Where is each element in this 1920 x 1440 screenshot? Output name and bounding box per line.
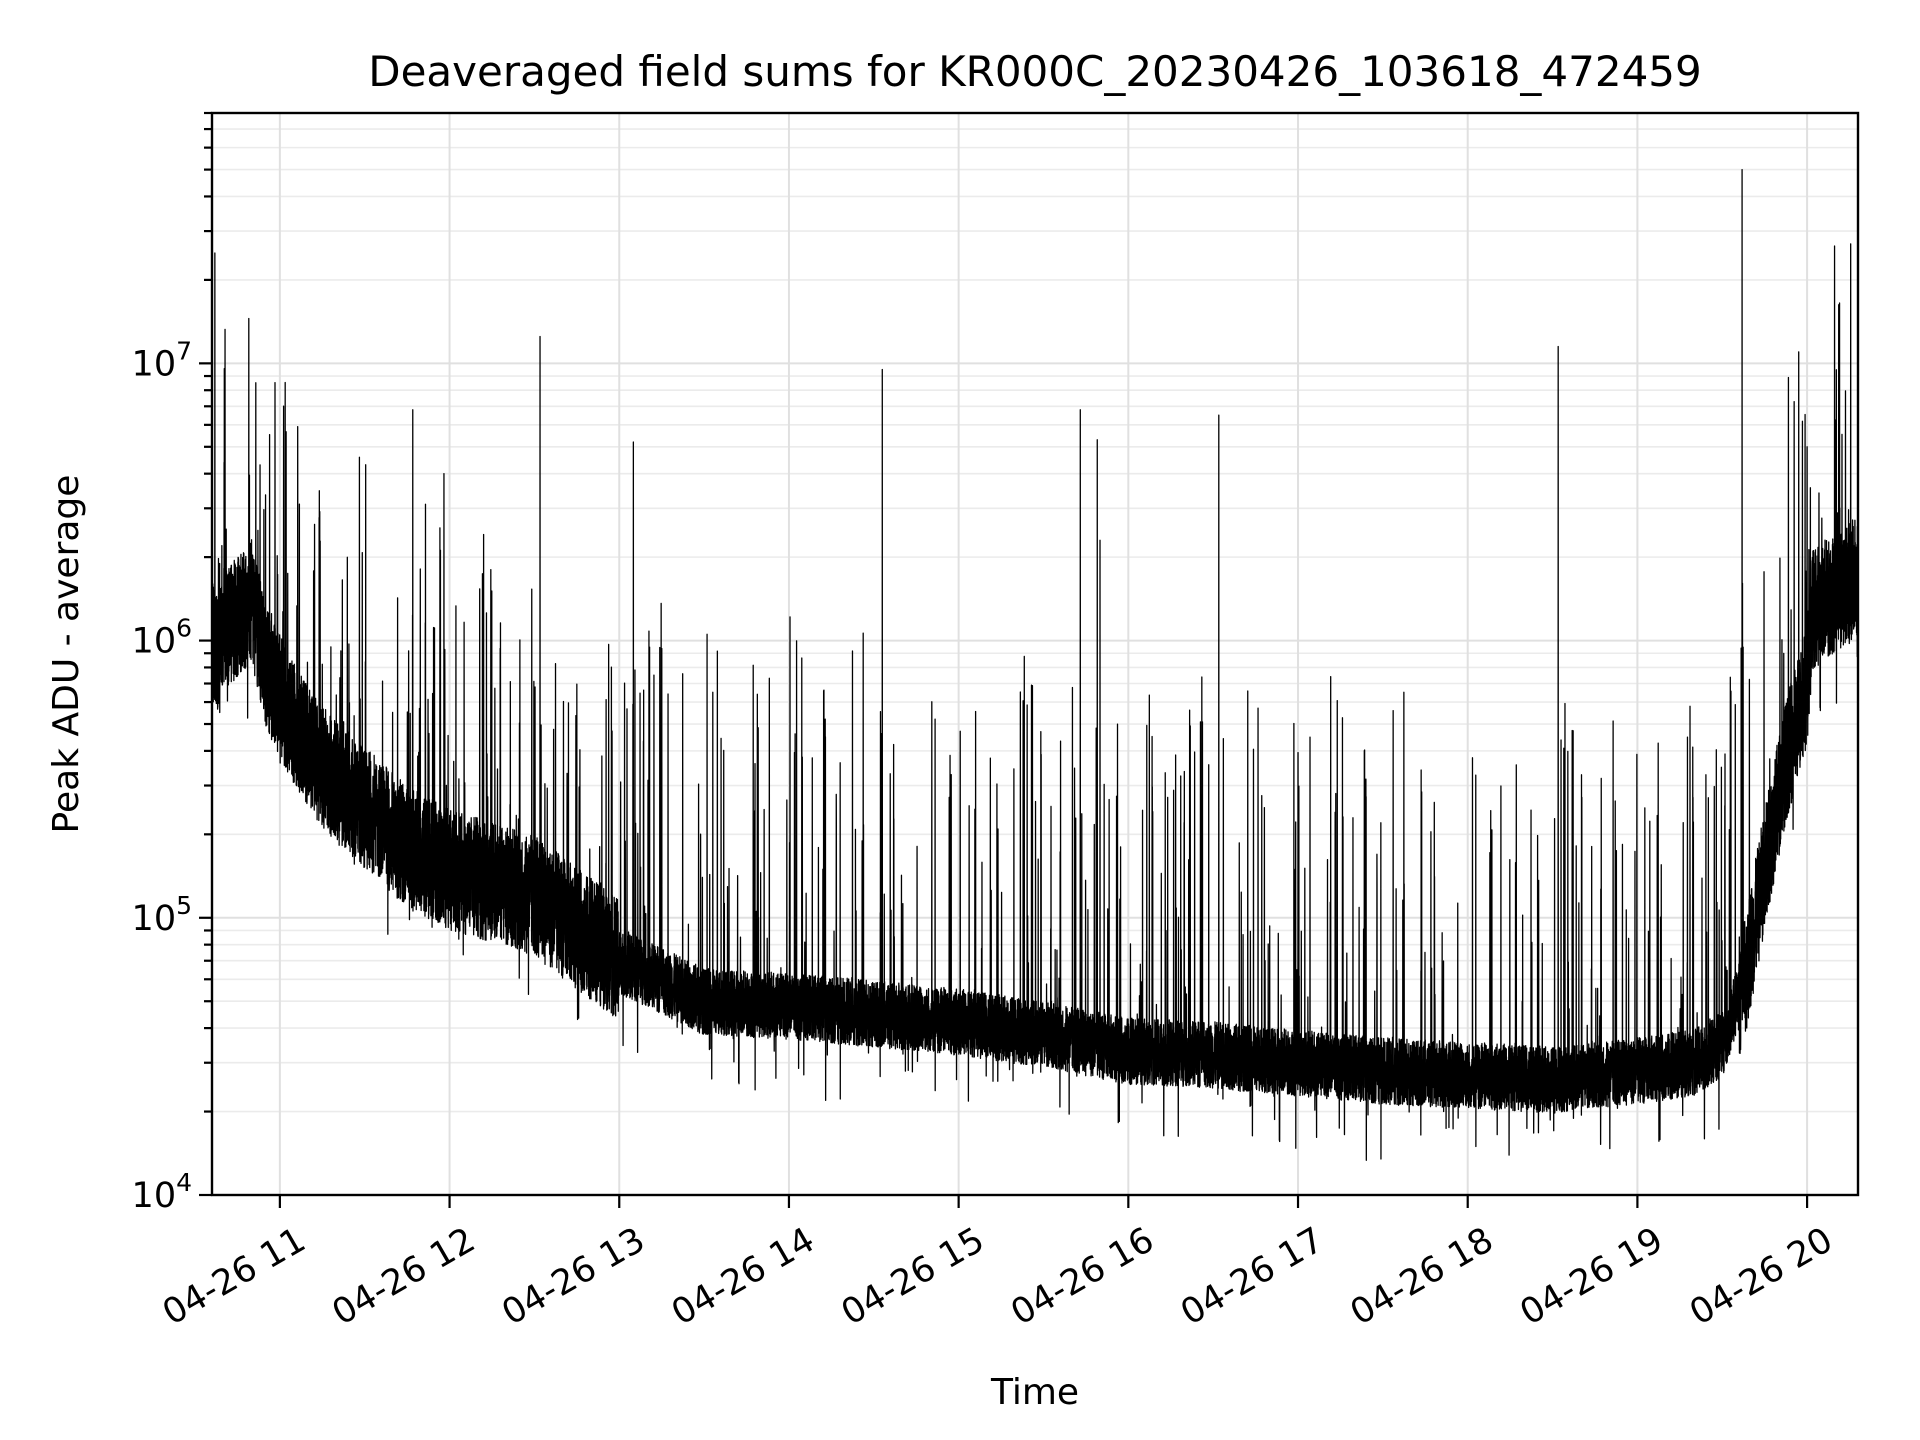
y-tick-label: 107 xyxy=(132,336,192,384)
x-tick-label: 04-26 12 xyxy=(326,1220,482,1333)
x-tick-label: 04-26 15 xyxy=(835,1220,991,1333)
series-line xyxy=(211,168,1859,1161)
x-tick-label: 04-26 19 xyxy=(1514,1220,1670,1333)
y-tick-label: 106 xyxy=(132,614,192,662)
x-tick-label: 04-26 17 xyxy=(1174,1220,1330,1333)
x-tick-label: 04-26 13 xyxy=(495,1220,651,1333)
x-tick-label: 04-26 18 xyxy=(1344,1220,1500,1333)
series-line-group xyxy=(211,168,1859,1161)
y-axis-label: Peak ADU - average xyxy=(46,475,87,834)
y-tick-label: 104 xyxy=(132,1168,192,1216)
x-tick-label: 04-26 14 xyxy=(665,1220,821,1333)
x-axis-label: Time xyxy=(990,1372,1079,1413)
x-tick-label: 04-26 11 xyxy=(156,1220,312,1333)
x-tick-label: 04-26 20 xyxy=(1683,1220,1839,1333)
x-tick-label: 04-26 16 xyxy=(1005,1220,1161,1333)
y-tick-label: 105 xyxy=(132,891,192,939)
chart-title: Deaveraged field sums for KR000C_2023042… xyxy=(368,47,1702,96)
